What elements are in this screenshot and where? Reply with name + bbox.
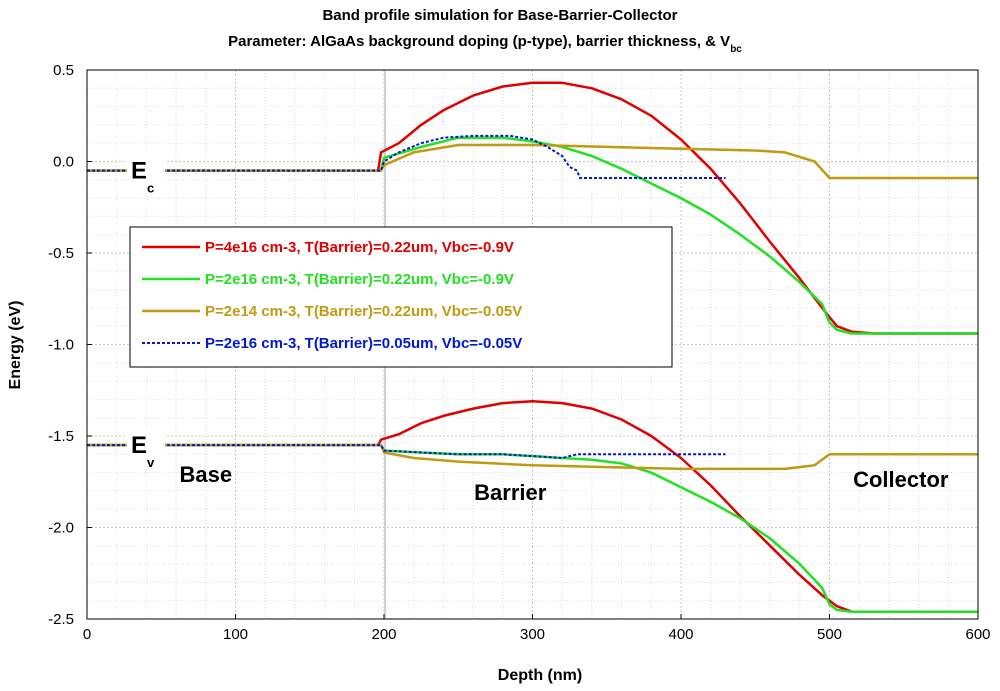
band-label-background: [126, 152, 165, 191]
x-tick-label: 0: [83, 626, 91, 643]
series-1-line-valence: [87, 399, 978, 613]
region-label-collector: Collector: [853, 467, 949, 492]
series-3-line-conduction: [87, 143, 978, 180]
y-tick-label: -0.5: [48, 245, 74, 262]
chart-subtitle: Parameter: AlGaAs background doping (p-t…: [228, 33, 742, 55]
y-axis-title: Energy (eV): [7, 301, 24, 390]
legend-label-1: P=4e16 cm-3, T(Barrier)=0.22um, Vbc=-0.9…: [205, 239, 514, 256]
legend: P=4e16 cm-3, T(Barrier)=0.22um, Vbc=-0.9…: [129, 226, 673, 368]
x-axis-title: Depth (nm): [498, 667, 582, 684]
y-tick-label: 0.5: [53, 62, 74, 79]
legend-label-3: P=2e14 cm-3, T(Barrier)=0.22um, Vbc=-0.0…: [205, 303, 522, 320]
chart-subtitle-main: Parameter: AlGaAs background doping (p-t…: [228, 33, 730, 50]
band-label-v: E: [131, 432, 147, 459]
chart-title: Band profile simulation for Base-Barrier…: [322, 7, 677, 24]
series-1-line-conduction: [87, 81, 978, 335]
y-tick-label: -2.5: [48, 611, 74, 628]
x-tick-label: 100: [223, 626, 248, 643]
band-label-subscript: v: [147, 455, 155, 470]
x-tick-label: 600: [965, 626, 990, 643]
y-tick-label: -2.0: [48, 520, 74, 537]
legend-label-4: P=2e16 cm-3, T(Barrier)=0.05um, Vbc=-0.0…: [205, 335, 522, 352]
chart-subtitle-subscript: bc: [730, 44, 742, 55]
x-tick-label: 400: [668, 626, 693, 643]
series-4-line-conduction: [87, 134, 726, 179]
band-label-subscript: c: [147, 181, 154, 196]
band-label-background: [126, 427, 165, 466]
legend-label-2: P=2e16 cm-3, T(Barrier)=0.22um, Vbc=-0.9…: [205, 271, 514, 288]
series-3-line-valence: [87, 443, 978, 471]
y-tick-label: -1.0: [48, 337, 74, 354]
band-label-c: E: [131, 158, 147, 185]
series-4-line-valence: [87, 444, 726, 459]
region-label-barrier: Barrier: [474, 480, 547, 505]
series-2-line-valence: [87, 443, 978, 613]
legend-entries: P=4e16 cm-3, T(Barrier)=0.22um, Vbc=-0.9…: [142, 239, 522, 352]
series-2-line-conduction: [87, 136, 978, 335]
ticks: 0 100 200 300 400 500 600 0.5 0.0 -0.5 -1.0 -1.5 -2.…: [48, 62, 990, 643]
series-group: [87, 81, 978, 613]
y-tick-label: -1.5: [48, 428, 74, 445]
region-label-base: Base: [180, 462, 233, 487]
x-tick-label: 500: [817, 626, 842, 643]
legend-box: [129, 226, 673, 368]
y-tick-label: 0.0: [53, 154, 74, 171]
x-tick-label: 200: [371, 626, 396, 643]
x-tick-label: 300: [520, 626, 545, 643]
